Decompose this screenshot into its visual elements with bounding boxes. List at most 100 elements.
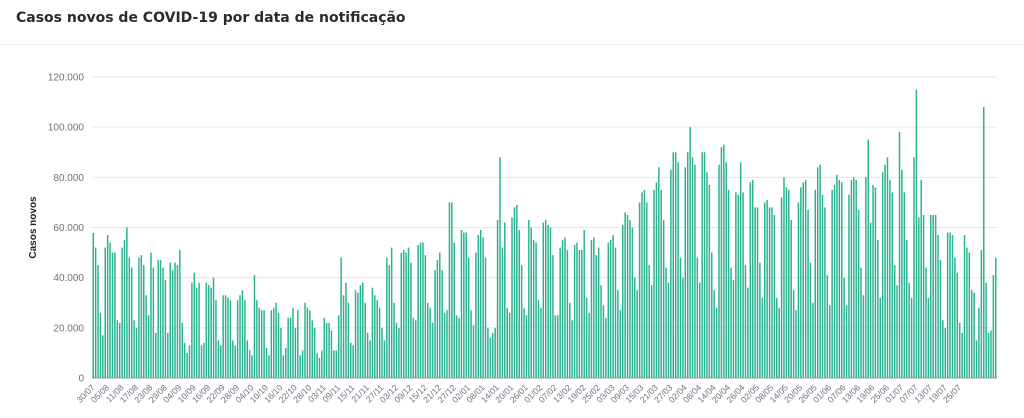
bar[interactable] (800, 187, 802, 378)
bar[interactable] (946, 232, 949, 378)
bar[interactable] (826, 275, 829, 378)
bar[interactable] (369, 340, 371, 379)
bar[interactable] (927, 297, 930, 378)
bar[interactable] (992, 275, 995, 378)
bar[interactable] (739, 162, 742, 378)
bar[interactable] (792, 290, 795, 378)
bar[interactable] (908, 282, 910, 378)
bar[interactable] (443, 312, 446, 378)
bar[interactable] (494, 327, 496, 378)
bar[interactable] (987, 332, 990, 378)
bar[interactable] (973, 292, 975, 378)
bar[interactable] (667, 282, 670, 378)
bar[interactable] (725, 162, 727, 378)
bar[interactable] (703, 152, 706, 378)
bar[interactable] (901, 169, 903, 378)
bar[interactable] (260, 310, 263, 378)
bar[interactable] (200, 345, 203, 378)
bar[interactable] (617, 290, 619, 378)
bar[interactable] (535, 242, 537, 378)
bar[interactable] (966, 247, 968, 378)
bar[interactable] (477, 235, 480, 378)
bar[interactable] (841, 182, 843, 378)
bar[interactable] (111, 252, 114, 378)
bar[interactable] (646, 202, 648, 378)
bar[interactable] (540, 307, 542, 378)
bar[interactable] (530, 227, 533, 379)
bar[interactable] (585, 297, 588, 378)
bar[interactable] (222, 295, 224, 378)
bar[interactable] (294, 327, 297, 378)
bar[interactable] (804, 179, 807, 378)
bar[interactable] (942, 320, 944, 378)
bar[interactable] (520, 265, 523, 379)
bar[interactable] (321, 350, 323, 378)
bar[interactable] (402, 250, 405, 378)
bar[interactable] (821, 194, 824, 378)
bar[interactable] (881, 172, 884, 378)
bar[interactable] (513, 207, 516, 378)
bar[interactable] (655, 182, 658, 378)
bar[interactable] (311, 320, 313, 378)
bar[interactable] (857, 209, 860, 378)
bar[interactable] (487, 327, 489, 378)
bar[interactable] (133, 320, 135, 378)
bar[interactable] (217, 340, 220, 379)
bar[interactable] (171, 270, 174, 378)
bar[interactable] (155, 332, 157, 378)
bar[interactable] (956, 272, 959, 378)
bar[interactable] (537, 300, 540, 378)
bar[interactable] (905, 240, 908, 378)
bar[interactable] (556, 315, 559, 378)
bar[interactable] (595, 255, 597, 378)
bar[interactable] (374, 295, 376, 378)
bar[interactable] (453, 242, 455, 378)
bar[interactable] (893, 265, 896, 379)
bar[interactable] (436, 260, 439, 378)
bar[interactable] (313, 327, 316, 378)
bar[interactable] (737, 194, 739, 378)
bar[interactable] (342, 295, 345, 378)
bar[interactable] (701, 152, 703, 378)
bar[interactable] (874, 187, 877, 378)
bar[interactable] (766, 199, 768, 378)
bar[interactable] (210, 287, 212, 378)
bar[interactable] (159, 260, 162, 378)
bar[interactable] (783, 177, 785, 378)
bar[interactable] (662, 219, 665, 378)
bar[interactable] (97, 265, 99, 379)
bar[interactable] (304, 302, 306, 378)
bar[interactable] (624, 212, 626, 378)
bar[interactable] (761, 297, 764, 378)
bar[interactable] (234, 345, 236, 378)
bar[interactable] (198, 282, 200, 378)
bar[interactable] (590, 240, 593, 378)
bar[interactable] (990, 330, 992, 378)
bar[interactable] (920, 179, 922, 378)
bar[interactable] (602, 305, 605, 378)
bar[interactable] (102, 335, 104, 378)
bar[interactable] (650, 285, 653, 378)
bar[interactable] (552, 255, 554, 378)
bar[interactable] (162, 267, 164, 378)
bar[interactable] (694, 164, 696, 378)
bar[interactable] (128, 257, 131, 378)
bar[interactable] (465, 232, 468, 378)
bar[interactable] (207, 285, 210, 378)
bar[interactable] (634, 277, 636, 378)
bar[interactable] (484, 257, 487, 378)
bar[interactable] (915, 89, 918, 378)
bar[interactable] (186, 352, 188, 378)
bar[interactable] (978, 307, 980, 378)
bar[interactable] (930, 214, 932, 378)
bar[interactable] (961, 332, 963, 378)
bar[interactable] (130, 267, 133, 378)
bar[interactable] (179, 250, 181, 378)
bar[interactable] (195, 287, 198, 378)
bar[interactable] (164, 280, 167, 378)
bar[interactable] (135, 327, 138, 378)
bar[interactable] (776, 297, 778, 378)
bar[interactable] (619, 310, 622, 378)
bar[interactable] (309, 310, 311, 378)
bar[interactable] (554, 315, 557, 378)
